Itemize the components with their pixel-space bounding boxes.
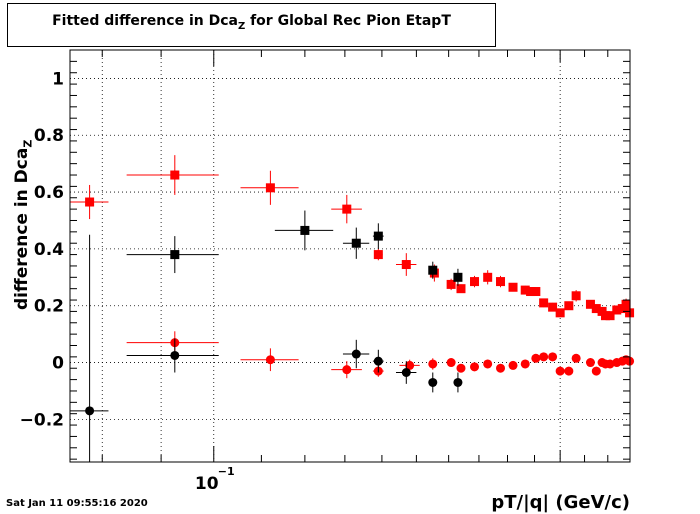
data-point (446, 279, 456, 289)
title-main: Fitted difference in Dca (52, 13, 238, 29)
data-point (483, 359, 493, 369)
y-tick-label: 0.2 (34, 297, 64, 317)
series-0 (70, 155, 635, 321)
data-point (456, 363, 466, 373)
data-point (605, 311, 615, 321)
data-point (571, 353, 581, 363)
data-point (483, 272, 493, 282)
data-point (351, 238, 361, 248)
chart-title: Fitted difference in DcaZ for Global Rec… (8, 13, 495, 32)
data-point (571, 291, 581, 301)
data-point (612, 305, 622, 315)
series-3 (70, 234, 463, 462)
data-point (373, 231, 383, 241)
data-point (342, 365, 352, 375)
data-point (265, 355, 275, 365)
data-point (446, 358, 456, 368)
data-point (539, 298, 549, 308)
x-tick-label: 10 (195, 474, 219, 494)
y-tick-label: 0.6 (34, 183, 64, 203)
data-point (520, 359, 530, 369)
y-tick-label: 1 (52, 69, 64, 89)
x-tick-label-exponent: −1 (218, 465, 235, 478)
y-tick-label: 0 (52, 354, 64, 374)
data-point (555, 366, 565, 376)
title-subscript: Z (237, 20, 246, 32)
data-point (453, 272, 463, 282)
data-point (531, 287, 541, 297)
data-point (453, 377, 463, 387)
data-point (555, 308, 565, 318)
data-point (621, 299, 631, 309)
data-point (548, 352, 558, 362)
ylabel-subscript: Z (21, 139, 35, 148)
data-point (342, 204, 352, 214)
data-point (456, 284, 466, 294)
data-point (401, 260, 411, 270)
y-tick-label: 0.8 (34, 126, 64, 146)
data-point (470, 277, 480, 287)
data-point (564, 366, 574, 376)
data-point (508, 282, 518, 292)
data-point (428, 265, 438, 275)
data-point (591, 366, 601, 376)
data-point (170, 350, 180, 360)
grid (70, 50, 630, 462)
data-point (373, 250, 383, 260)
timestamp: Sat Jan 11 09:55:16 2020 (6, 498, 148, 509)
y-axis-label: difference in DcaZ (12, 139, 35, 310)
data-point (351, 349, 361, 359)
data-point (585, 299, 595, 309)
x-axis-label: pT/|q| (GeV/c) (491, 492, 630, 513)
data-point (428, 359, 438, 369)
y-tick-label: −0.2 (20, 410, 64, 430)
data-point (601, 311, 611, 321)
data-point (526, 287, 536, 297)
data-point (170, 250, 180, 260)
data-point (85, 197, 95, 207)
data-point (85, 406, 95, 416)
plot-frame (69, 49, 631, 463)
data-point (520, 285, 530, 295)
data-point (496, 277, 506, 287)
data-point (591, 304, 601, 314)
data-point (401, 367, 411, 377)
data-point (373, 356, 383, 366)
y-tick-label: 0.4 (34, 240, 64, 260)
data-point (605, 359, 615, 369)
data-point (539, 352, 549, 362)
series-2 (126, 331, 635, 379)
data-series (70, 155, 635, 462)
data-point (300, 225, 310, 235)
series-1 (126, 210, 463, 286)
title-box: Fitted difference in DcaZ for Global Rec… (7, 3, 496, 47)
data-point (531, 353, 541, 363)
data-point (265, 183, 275, 193)
data-point (496, 363, 506, 373)
data-point (170, 170, 180, 180)
data-point (508, 360, 518, 370)
data-point (564, 301, 574, 311)
axis-ticks: −0.2 0 0.2 0.4 0.6 0.8 1 10−1 (20, 49, 630, 494)
data-point (548, 302, 558, 312)
data-point (405, 360, 415, 370)
data-point (428, 377, 438, 387)
data-point (585, 358, 595, 368)
data-point (470, 362, 480, 372)
title-rest: for Global Rec Pion EtapT (245, 13, 451, 29)
